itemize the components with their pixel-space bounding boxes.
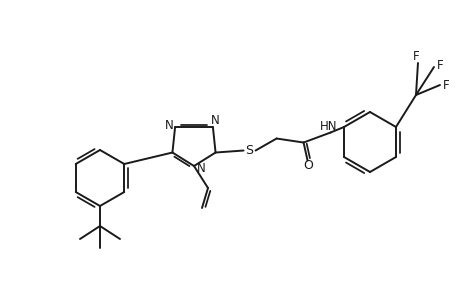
Text: S: S [245,144,253,157]
Text: O: O [303,159,313,172]
Text: N: N [210,114,219,127]
Text: N: N [164,119,173,132]
Text: F: F [412,50,419,62]
Text: F: F [436,58,442,71]
Text: HN: HN [319,120,336,133]
Text: N: N [196,161,205,175]
Text: F: F [442,79,448,92]
